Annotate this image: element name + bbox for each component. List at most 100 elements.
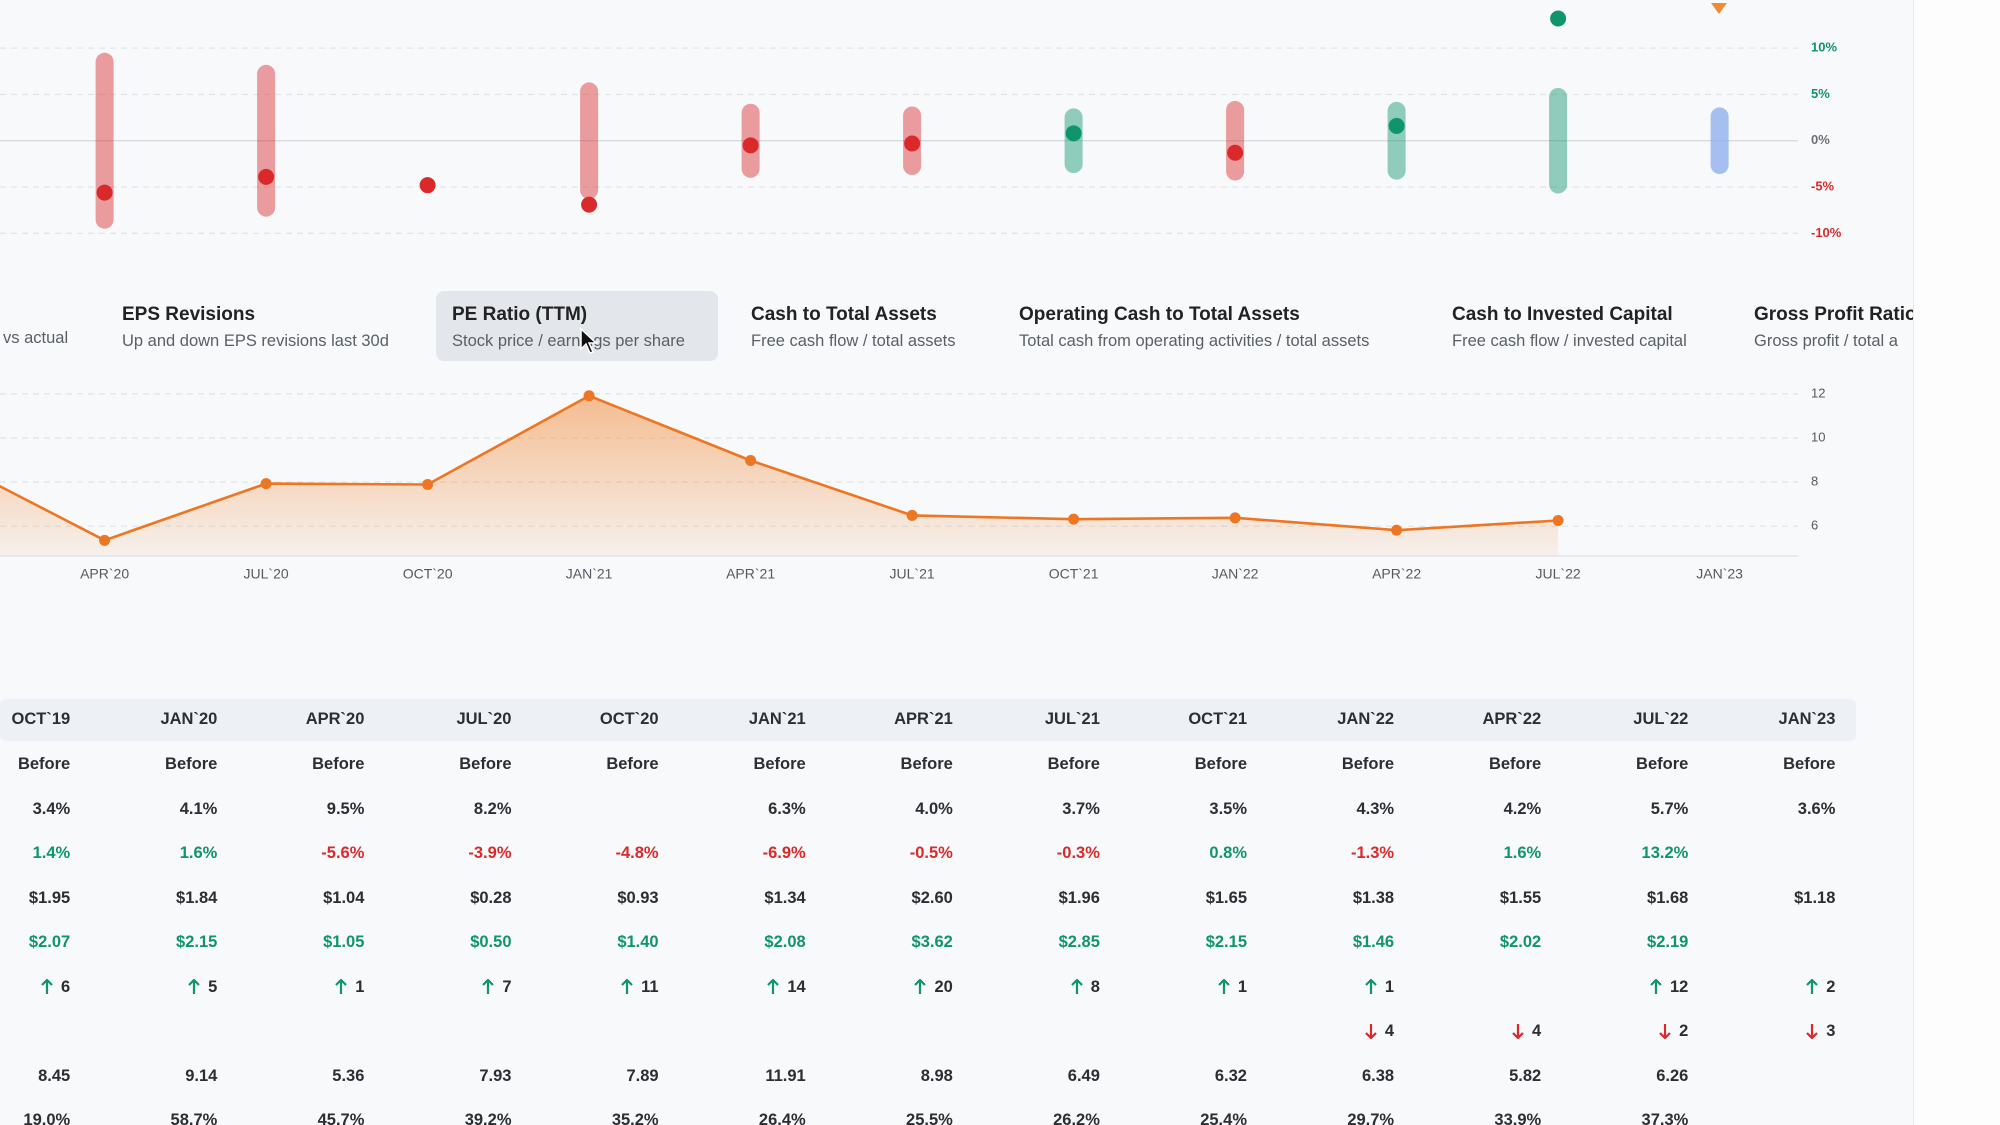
table-cell: 1 <box>335 976 364 998</box>
cell-value: -4.8% <box>615 844 659 862</box>
cell-value: $1.68 <box>1647 888 1689 907</box>
cell-value: Before <box>165 755 218 773</box>
table-cell: 1.6% <box>180 842 218 864</box>
y-tick-label: -10% <box>1811 225 1842 240</box>
table-cell: $1.65 <box>1206 887 1247 909</box>
cell-value: Before <box>459 755 512 773</box>
table-cell: $2.60 <box>912 887 953 909</box>
cell-value: 5.36 <box>332 1066 365 1085</box>
metric-tab[interactable]: EPS Revisions Up and down EPS revisions l… <box>122 304 389 351</box>
point <box>1391 524 1403 536</box>
table-cell: 2 <box>1806 976 1835 998</box>
cell-value: $1.05 <box>323 933 365 951</box>
table-cell: Before <box>1195 753 1247 775</box>
metric-tab[interactable]: Cash to Invested Capital Free cash flow /… <box>1452 304 1687 351</box>
cell-value: $1.40 <box>617 933 659 951</box>
range-bar <box>1549 87 1568 194</box>
cell-value: $1.46 <box>1352 933 1395 951</box>
range-bar <box>1226 100 1245 181</box>
table-cell: 7.89 <box>626 1065 658 1087</box>
table-cell: 1 <box>1365 976 1394 998</box>
column-header: JAN`22 <box>1337 710 1395 728</box>
table-cell: -0.3% <box>1057 842 1100 864</box>
cell-value: 8.98 <box>920 1066 953 1085</box>
metric-tab[interactable]: PE Ratio (TTM) Stock price / earnings per… <box>452 304 685 351</box>
cell-value: 6.49 <box>1067 1066 1100 1085</box>
cell-value: 3.4% <box>32 799 71 818</box>
cell-value: $2.60 <box>911 888 953 907</box>
x-tick-label: JUL`20 <box>244 566 289 582</box>
range-bar <box>1710 107 1729 175</box>
table-cell: Before <box>18 753 70 775</box>
cell-value: 25.4% <box>1200 1111 1247 1125</box>
arrow-up <box>767 978 780 994</box>
metric-tab[interactable]: vs actual <box>3 329 68 348</box>
cell-value: 58.7% <box>170 1111 218 1125</box>
table-cell: 19.0% <box>23 1109 70 1125</box>
tab-subtitle: Up and down EPS revisions last 30d <box>122 332 389 350</box>
table-cell: $1.40 <box>617 931 658 953</box>
cell-value: 4.2% <box>1503 799 1542 818</box>
table-cell: 29.7% <box>1347 1109 1394 1125</box>
cell-value: 45.7% <box>317 1111 365 1125</box>
y-tick-label: 6 <box>1811 518 1818 533</box>
cell-value: 3 <box>1826 1022 1836 1040</box>
x-tick-label: APR`22 <box>1372 566 1421 582</box>
tab-subtitle: Gross profit / total a <box>1754 332 1898 350</box>
cell-value: 4.3% <box>1356 799 1395 818</box>
table-cell: 5 <box>188 976 217 998</box>
y-tick-label: -5% <box>1811 178 1835 193</box>
table-cell: 5.7% <box>1651 798 1689 820</box>
cell-value: -1.3% <box>1351 844 1395 862</box>
cell-value: 35.2% <box>611 1111 659 1125</box>
table-cell: -1.3% <box>1351 842 1394 864</box>
arrow-up <box>41 978 53 994</box>
cell-value: Before <box>1488 755 1542 773</box>
table-cell: Before <box>1783 753 1835 775</box>
y-tick-label: 5% <box>1811 86 1830 101</box>
surprise-dot <box>581 196 598 213</box>
table-cell: 8.45 <box>38 1065 70 1087</box>
metric-tab[interactable]: Gross Profit Ratio Gross profit / total a <box>1754 304 1917 351</box>
table-cell: $1.55 <box>1500 887 1541 909</box>
table-cell: -0.5% <box>910 842 953 864</box>
cell-value: 7.93 <box>479 1066 512 1085</box>
cell-value: 2 <box>1679 1022 1689 1040</box>
cell-value: 1 <box>1384 977 1395 996</box>
table-cell: 3.6% <box>1798 798 1836 820</box>
table-cell: 14 <box>767 976 806 998</box>
surprise-dot <box>258 168 275 185</box>
column-header: JAN`21 <box>748 710 806 728</box>
table-cell: -5.6% <box>321 842 364 864</box>
table-cell: Before <box>1636 753 1688 775</box>
arrow-down <box>1806 1024 1818 1039</box>
point <box>99 534 111 546</box>
cell-value: Before <box>1194 755 1247 773</box>
cell-value: 39.2% <box>464 1111 512 1125</box>
cell-value: $1.34 <box>764 888 806 907</box>
cell-value: 8.45 <box>38 1066 71 1085</box>
table-cell: $1.04 <box>323 887 364 909</box>
cell-value: 6.3% <box>768 799 806 818</box>
range-bar <box>1387 101 1406 180</box>
cell-value: 5 <box>208 977 218 996</box>
point <box>260 478 272 490</box>
y-tick-label: 10% <box>1811 40 1837 55</box>
metric-tab[interactable]: Operating Cash to Total Assets Total cash… <box>1019 304 1369 351</box>
cell-value: 3.5% <box>1209 799 1247 818</box>
table-cell: $1.05 <box>323 931 364 953</box>
cell-value: 29.7% <box>1347 1111 1395 1125</box>
arrow-down <box>1365 1024 1377 1039</box>
active-tab-bg <box>436 291 718 361</box>
table-cell: 7.93 <box>479 1065 511 1087</box>
cell-value: 26.2% <box>1053 1111 1100 1125</box>
table-cell: 4.0% <box>915 798 953 820</box>
cell-value: $1.84 <box>176 888 218 907</box>
table-cell: 11 <box>621 976 659 998</box>
cell-value: $0.50 <box>470 933 512 951</box>
column-header: JUL`20 <box>456 710 512 728</box>
range-bar <box>257 64 276 217</box>
metric-tab[interactable]: Cash to Total Assets Free cash flow / tot… <box>751 304 956 351</box>
tab-subtitle: Free cash flow / invested capital <box>1452 332 1687 350</box>
cell-value: Before <box>1783 755 1836 773</box>
